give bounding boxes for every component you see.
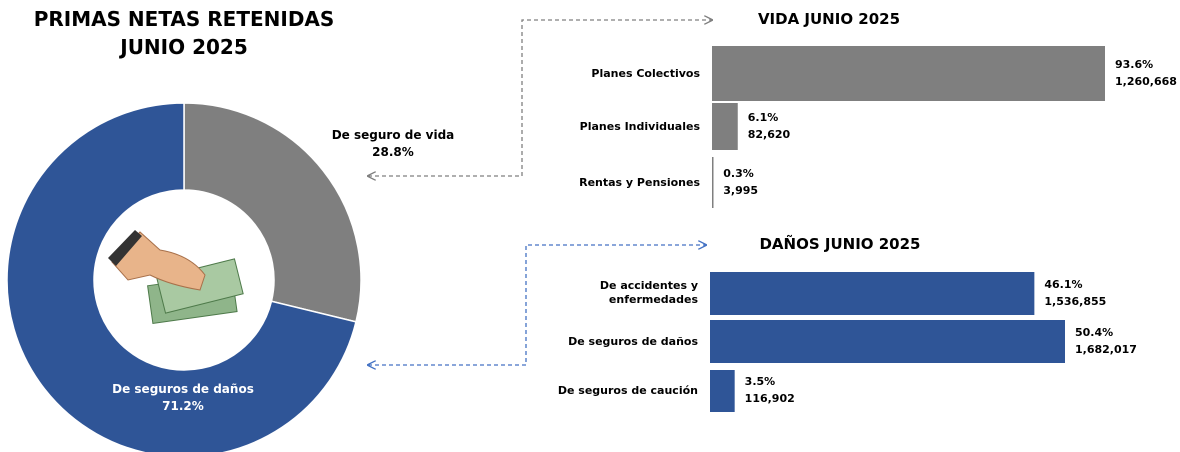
chart-title: VIDA JUNIO 2025 bbox=[757, 10, 901, 28]
share-label: 46.1% bbox=[1044, 277, 1083, 291]
share-label: 6.1% bbox=[747, 110, 779, 124]
value-label: 1,536,855 bbox=[1044, 294, 1107, 308]
slice-label: De seguros de daños bbox=[112, 382, 254, 396]
money-icon bbox=[108, 230, 244, 324]
bar bbox=[710, 320, 1065, 363]
bar bbox=[710, 272, 1035, 315]
category-label: De accidentes y enfermedades bbox=[599, 279, 698, 307]
value-label: 3,995 bbox=[723, 183, 759, 197]
category-label: Planes Individuales bbox=[579, 119, 700, 133]
category-label: De seguros de caución bbox=[557, 384, 698, 397]
chart-title: PRIMAS NETAS RETENIDAS bbox=[33, 7, 335, 31]
slice-value-label: 28.8% bbox=[372, 145, 414, 159]
chart-title: JUNIO 2025 bbox=[120, 35, 248, 59]
connector-arrow bbox=[368, 245, 706, 365]
value-label: 82,620 bbox=[747, 127, 791, 141]
bar bbox=[712, 157, 714, 208]
share-label: 0.3% bbox=[723, 166, 754, 180]
chart-title: DAÑOS JUNIO 2025 bbox=[759, 235, 921, 253]
slice-label: De seguro de vida bbox=[331, 128, 455, 142]
category-label: De seguros de daños bbox=[568, 334, 698, 348]
slice-value-label: 71.2% bbox=[162, 399, 204, 413]
bar bbox=[712, 46, 1105, 101]
value-label: 116,902 bbox=[744, 392, 795, 405]
share-label: 50.4% bbox=[1075, 325, 1114, 339]
connector-arrow bbox=[368, 20, 712, 176]
category-label: Rentas y Pensiones bbox=[579, 175, 700, 189]
category-label: Planes Colectivos bbox=[591, 66, 700, 80]
share-label: 3.5% bbox=[744, 375, 776, 388]
value-label: 1,682,017 bbox=[1075, 342, 1137, 356]
bar bbox=[712, 103, 738, 150]
bar bbox=[710, 370, 735, 412]
share-label: 93.6% bbox=[1115, 57, 1154, 71]
value-label: 1,260,668 bbox=[1115, 74, 1177, 88]
